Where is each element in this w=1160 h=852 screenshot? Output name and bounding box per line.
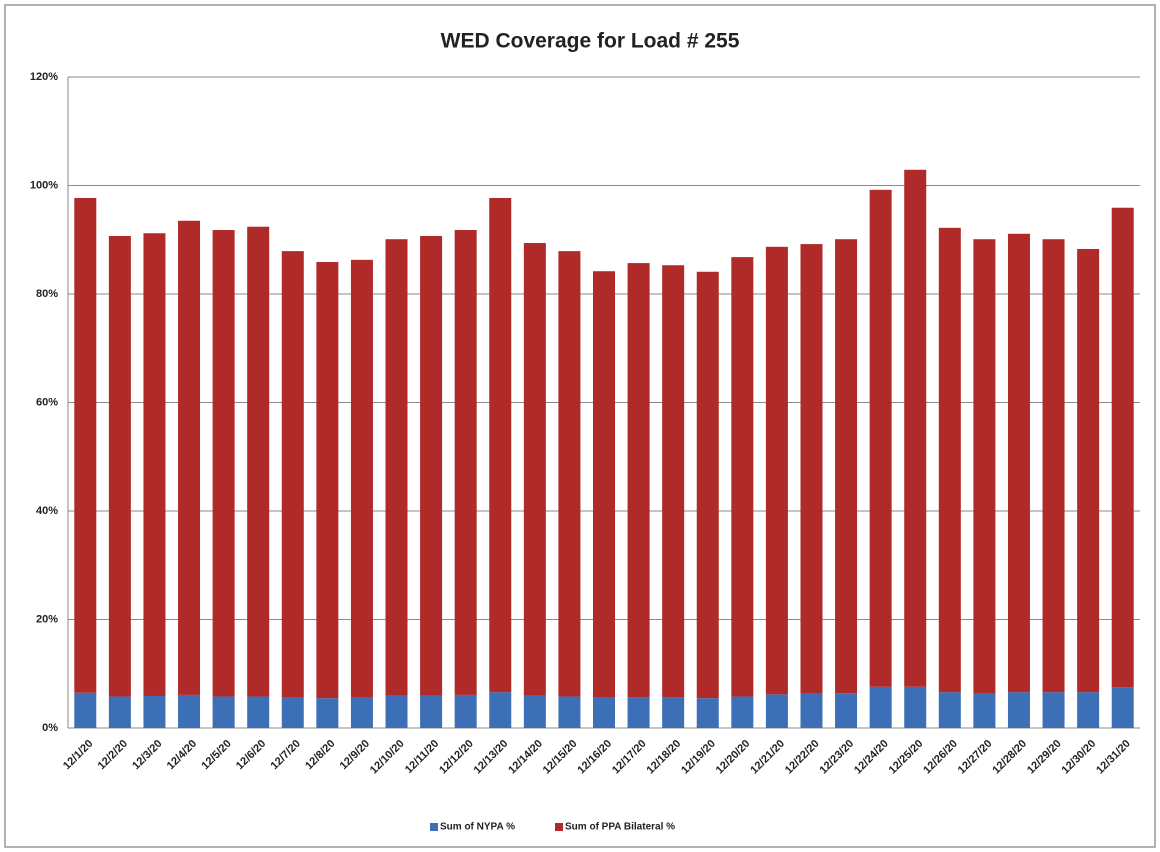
chart-title: WED Coverage for Load # 255	[441, 30, 740, 53]
bar-segment	[454, 694, 477, 728]
bar-segment	[316, 261, 339, 699]
bar-segment	[454, 229, 477, 695]
bar-segment	[108, 696, 131, 728]
bar-segment	[938, 692, 961, 728]
bar-segment	[1042, 239, 1065, 693]
bar-segment	[420, 695, 443, 728]
y-tick-label: 80%	[36, 288, 58, 300]
legend-swatch	[430, 823, 438, 831]
bar-segment	[800, 244, 823, 694]
bar-segment	[281, 697, 304, 728]
bar-segment	[800, 693, 823, 728]
bar-segment	[74, 692, 97, 728]
bar-segment	[74, 197, 97, 693]
bar-segment	[765, 694, 788, 728]
bar-segment	[385, 695, 408, 728]
legend-label: Sum of NYPA %	[440, 822, 515, 833]
bar-segment	[247, 226, 270, 697]
bar-segment	[869, 686, 892, 728]
bar-segment	[558, 696, 581, 728]
y-tick-label: 40%	[36, 505, 58, 517]
bar-segment	[662, 697, 685, 728]
bar-segment	[627, 263, 650, 698]
bar-segment	[731, 257, 754, 697]
y-tick-label: 100%	[30, 179, 58, 191]
bar-segment	[869, 189, 892, 687]
bar-segment	[178, 694, 201, 728]
bar-segment	[316, 698, 339, 728]
bar-segment	[731, 696, 754, 728]
bar-segment	[143, 695, 166, 728]
bar-segment	[904, 686, 927, 728]
bar-segment	[178, 220, 201, 695]
bar-segment	[973, 239, 996, 694]
bar-segment	[108, 235, 131, 697]
bar-segment	[350, 697, 373, 728]
bar-segment	[904, 169, 927, 687]
bar-segment	[593, 271, 615, 698]
bar-segment	[212, 696, 235, 728]
legend-label: Sum of PPA Bilateral %	[565, 822, 675, 833]
bar-segment	[1077, 692, 1100, 728]
bar-segment	[765, 246, 788, 695]
bar-segment	[1077, 248, 1100, 693]
bar-segment	[143, 233, 166, 696]
bar-segment	[247, 696, 270, 728]
y-tick-label: 20%	[36, 613, 58, 625]
bar-segment	[558, 251, 581, 697]
bar-segment	[523, 243, 546, 696]
bar-segment	[662, 265, 685, 698]
y-tick-label: 60%	[36, 396, 58, 408]
bar-segment	[385, 239, 408, 696]
bar-segment	[835, 693, 858, 728]
bar-segment	[281, 251, 304, 698]
bar-segment	[1111, 207, 1134, 688]
y-tick-label: 0%	[42, 722, 58, 734]
bar-segment	[489, 692, 512, 728]
bar-segment	[523, 695, 546, 728]
bar-segment	[420, 235, 443, 696]
bar-segment	[696, 698, 719, 728]
bar-segment	[1042, 692, 1065, 728]
bar-segment	[489, 197, 512, 693]
y-tick-label: 120%	[30, 71, 58, 83]
bar-segment	[1007, 692, 1030, 728]
bar-segment	[1111, 687, 1134, 728]
bar-segment	[627, 697, 650, 728]
legend-swatch	[555, 823, 564, 831]
bar-segment	[1007, 233, 1030, 693]
bar-segment	[696, 271, 719, 699]
bar-segment	[350, 259, 373, 698]
bar-segment	[212, 229, 235, 697]
bar-segment	[835, 239, 858, 694]
bar-segment	[938, 227, 961, 693]
bar-segment	[973, 693, 996, 728]
bar-segment	[593, 697, 615, 728]
